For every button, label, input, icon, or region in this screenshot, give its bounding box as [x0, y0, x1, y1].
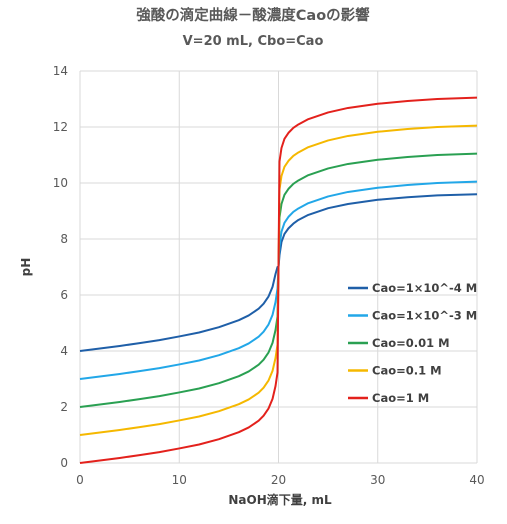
x-tick-label: 20	[271, 473, 286, 487]
y-tick-label: 6	[60, 288, 68, 302]
x-axis-label: NaOH滴下量, mL	[228, 492, 332, 507]
y-axis-label: pH	[19, 258, 33, 277]
series-line-4	[79, 124, 478, 436]
series-line-1	[79, 193, 478, 352]
y-tick-label: 4	[60, 344, 68, 358]
tick-labels: 0 2 4 6 8 10 12 14 0 10 20 30 40	[53, 64, 485, 487]
chart-subtitle: V=20 mL, Cbo=Cao	[183, 34, 324, 49]
x-tick-label: 10	[172, 473, 187, 487]
x-tick-label: 40	[469, 473, 484, 487]
y-tick-label: 10	[53, 176, 68, 190]
y-tick-label: 0	[60, 456, 68, 470]
legend-label-1: Cao=1×10^-4 M	[372, 281, 477, 295]
x-tick-label: 0	[76, 473, 84, 487]
legend-label-5: Cao=1 M	[372, 391, 429, 405]
legend: Cao=1×10^-4 M Cao=1×10^-3 M Cao=0.01 M Cao=…	[348, 281, 477, 405]
x-tick-label: 30	[370, 473, 385, 487]
legend-label-3: Cao=0.01 M	[372, 336, 450, 350]
y-tick-label: 12	[53, 120, 68, 134]
y-tick-label: 8	[60, 232, 68, 246]
series-line-2	[79, 180, 478, 380]
y-tick-label: 14	[53, 64, 68, 78]
chart-title: 強酸の滴定曲線－酸濃度Caoの影響	[136, 6, 370, 24]
legend-label-2: Cao=1×10^-3 M	[372, 309, 477, 323]
series-line-5	[79, 96, 478, 464]
series-lines	[79, 96, 478, 464]
series-line-3	[79, 152, 478, 408]
y-tick-label: 2	[60, 400, 68, 414]
legend-label-4: Cao=0.1 M	[372, 364, 442, 378]
